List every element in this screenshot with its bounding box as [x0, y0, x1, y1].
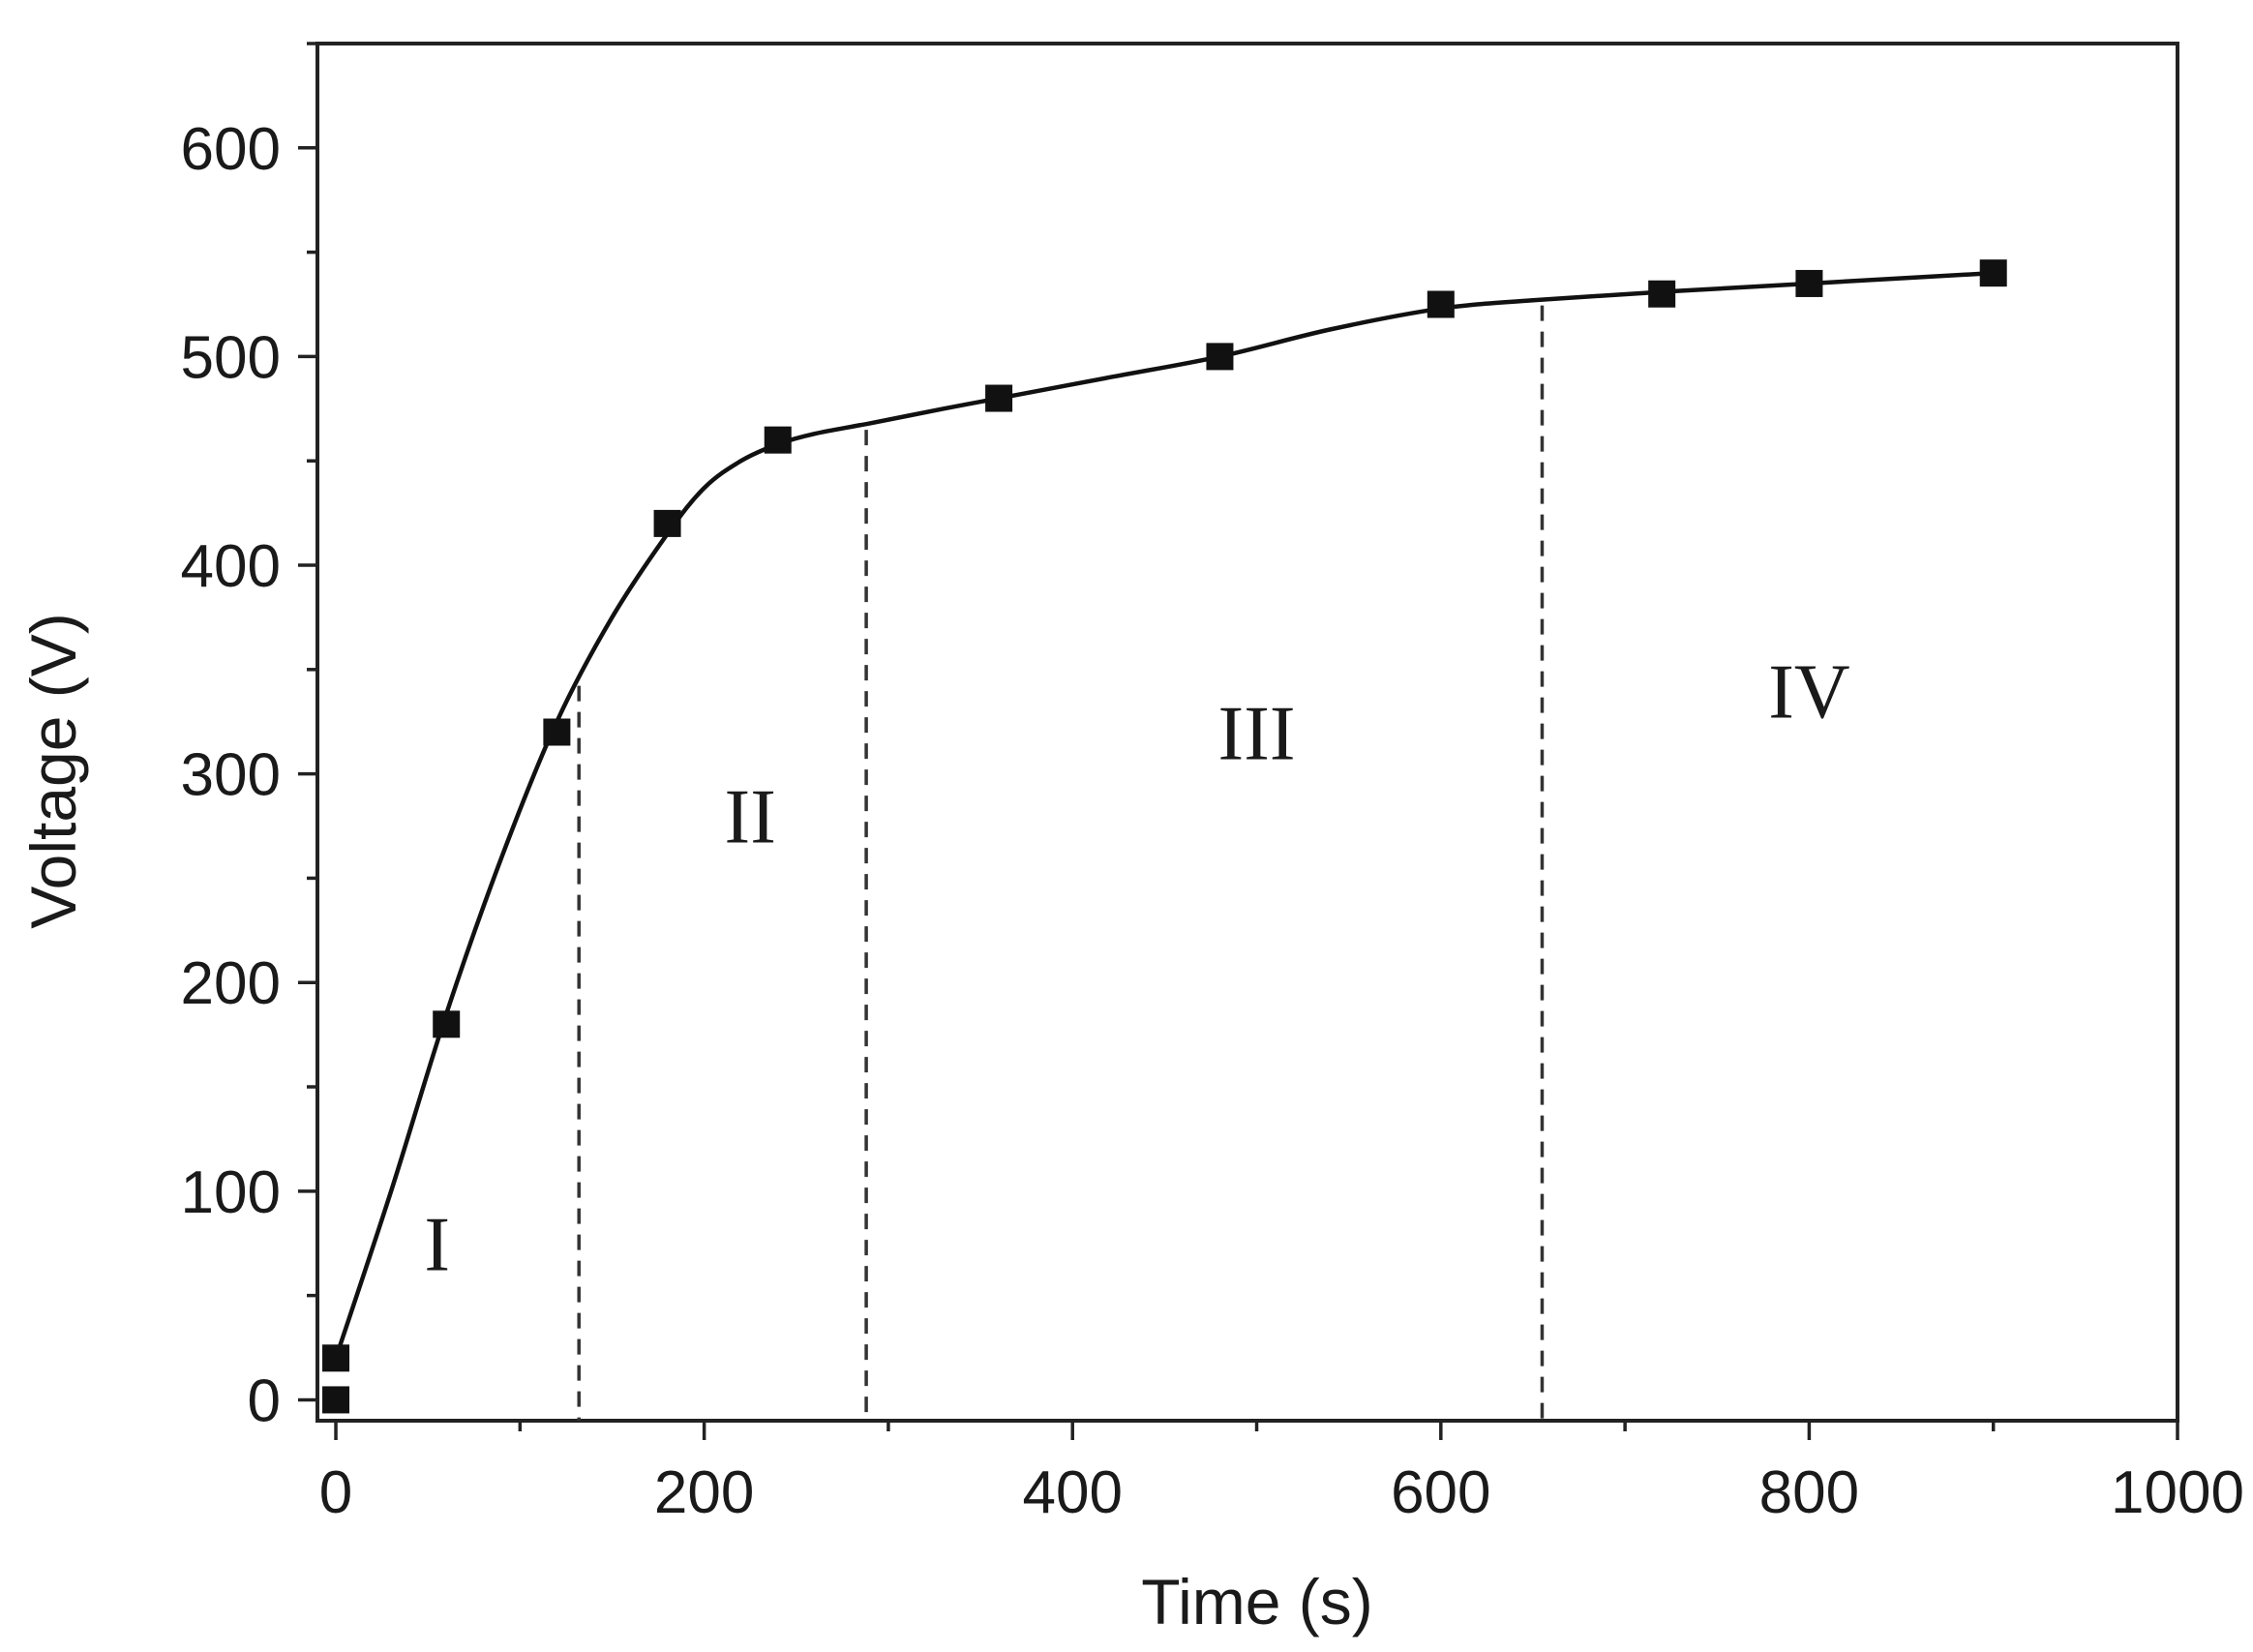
data-point-marker — [764, 426, 792, 454]
x-tick-label: 1000 — [2111, 1459, 2244, 1526]
data-point-marker — [1648, 280, 1676, 308]
y-axis-title: Voltage (V) — [17, 613, 89, 929]
x-tick-label: 0 — [319, 1459, 352, 1526]
region-label: II — [725, 775, 776, 860]
x-tick-label: 200 — [654, 1459, 754, 1526]
x-tick-label: 400 — [1022, 1459, 1122, 1526]
data-point-marker — [433, 1010, 461, 1038]
data-point-marker — [1206, 343, 1234, 371]
data-point-marker — [653, 509, 681, 537]
y-tick-label: 500 — [181, 324, 281, 391]
region-label: I — [424, 1203, 450, 1288]
plot-frame — [315, 42, 2179, 1423]
data-point-marker — [322, 1386, 350, 1414]
data-point-marker — [1979, 259, 2007, 287]
y-tick-label: 100 — [181, 1159, 281, 1226]
fit-curve — [333, 270, 1994, 1360]
x-axis-title: Time (s) — [1141, 1566, 1373, 1637]
data-point-marker — [322, 1344, 350, 1372]
data-point-marker — [1795, 269, 1823, 297]
region-label: III — [1218, 692, 1296, 777]
y-tick-label: 0 — [248, 1367, 281, 1434]
x-tick-label: 800 — [1759, 1459, 1859, 1526]
y-tick-label: 300 — [181, 742, 281, 809]
data-point-marker — [543, 718, 571, 746]
data-point-marker — [985, 384, 1013, 412]
data-point-marker — [1427, 290, 1455, 318]
y-tick-label: 600 — [181, 116, 281, 183]
y-tick-label: 200 — [181, 950, 281, 1017]
region-label: IV — [1768, 649, 1849, 735]
y-tick-label: 400 — [181, 533, 281, 600]
x-tick-label: 600 — [1391, 1459, 1490, 1526]
